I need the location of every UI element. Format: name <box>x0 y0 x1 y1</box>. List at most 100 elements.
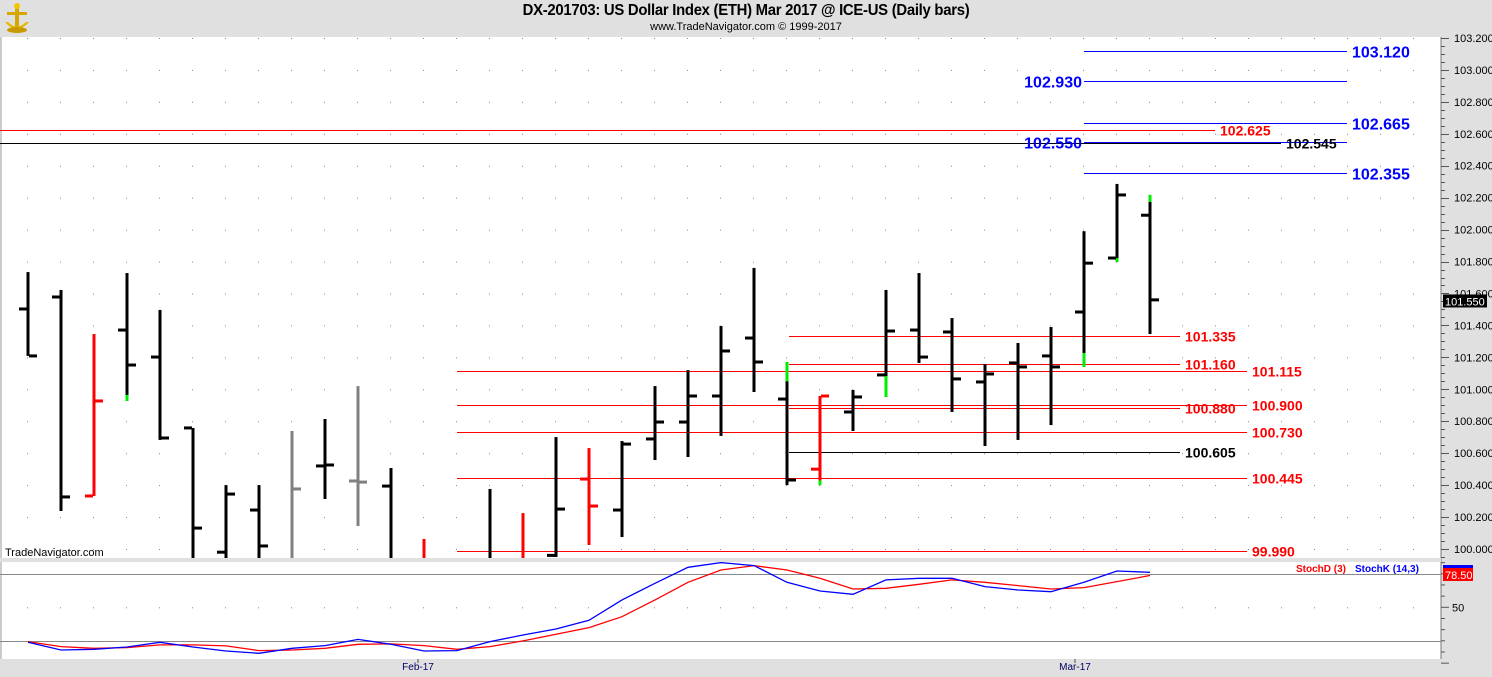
grid-dot <box>93 197 94 199</box>
grid-dot <box>1314 261 1315 263</box>
grid-dot <box>225 133 226 135</box>
grid-dot <box>1149 101 1150 103</box>
grid-dot <box>687 261 688 263</box>
grid-dot <box>1182 133 1183 135</box>
grid-dot <box>1248 165 1249 167</box>
grid-dot <box>192 389 193 391</box>
pane-separator[interactable] <box>0 558 1441 562</box>
grid-dot <box>1248 197 1249 199</box>
grid-dot <box>819 325 820 327</box>
bar-open-tick <box>382 484 390 488</box>
grid-dot <box>1380 37 1381 39</box>
grid-dot <box>786 197 787 199</box>
bar-close-tick <box>821 394 829 398</box>
grid-dot <box>1281 197 1282 199</box>
grid-dot <box>1314 101 1315 103</box>
bar-open-tick <box>1009 361 1017 365</box>
grid-dot <box>852 133 853 135</box>
grid-dot <box>1314 37 1315 39</box>
grid-dot <box>192 293 193 295</box>
grid-dot <box>423 453 424 455</box>
ohlc-bar <box>1141 194 1159 335</box>
grid-dot <box>1281 133 1282 135</box>
grid-dot <box>1281 517 1282 519</box>
grid-dot <box>456 37 457 39</box>
grid-dot <box>1314 485 1315 487</box>
grid-dot <box>192 357 193 359</box>
grid-dot <box>93 133 94 135</box>
grid-dot <box>1050 37 1051 39</box>
grid-dot <box>489 229 490 231</box>
grid-dot <box>324 607 325 609</box>
grid-dot <box>885 165 886 167</box>
ohlc-bar <box>1009 342 1027 440</box>
grid-dot <box>225 229 226 231</box>
grid-dot <box>324 357 325 359</box>
grid-dot <box>225 69 226 71</box>
grid-dot <box>522 133 523 135</box>
grid-dot <box>1248 485 1249 487</box>
grid-dot <box>225 101 226 103</box>
grid-dot <box>885 133 886 135</box>
grid-dot <box>60 37 61 39</box>
grid-dot <box>93 325 94 327</box>
grid-dot <box>984 261 985 263</box>
grid-dot <box>687 357 688 359</box>
grid-dot <box>1248 421 1249 423</box>
grid-dot <box>1314 517 1315 519</box>
grid-dot <box>819 549 820 550</box>
bar-close-tick <box>95 399 103 403</box>
grid-dot <box>588 293 589 295</box>
grid-dot <box>852 325 853 327</box>
grid-dot <box>918 133 919 135</box>
grid-dot <box>258 69 259 71</box>
grid-dot <box>456 261 457 263</box>
grid-dot <box>654 133 655 135</box>
grid-dot <box>1347 517 1348 519</box>
grid-dot <box>1248 69 1249 71</box>
grid-dot <box>687 293 688 295</box>
grid-dot <box>126 165 127 167</box>
level-label: 102.665 <box>1352 117 1410 134</box>
grid-dot <box>1017 37 1018 39</box>
bar-range <box>389 468 393 558</box>
grid-dot <box>1380 453 1381 455</box>
ohlc-bar <box>778 361 796 486</box>
price-pane[interactable] <box>0 37 1441 558</box>
grid-dot <box>27 37 28 39</box>
grid-dot <box>588 607 589 609</box>
grid-dot <box>357 101 358 103</box>
grid-dot <box>1083 165 1084 167</box>
grid-dot <box>852 293 853 295</box>
bar-close-tick <box>623 442 631 446</box>
grid-dot <box>27 165 28 167</box>
grid-dot <box>1182 37 1183 39</box>
grid-dot <box>1083 69 1084 71</box>
bar-open-tick <box>613 508 621 512</box>
grid-dot <box>1347 133 1348 135</box>
bar-close-tick <box>953 377 961 381</box>
grid-dot <box>324 325 325 327</box>
grid-dot <box>984 165 985 167</box>
ohlc-bar <box>745 267 763 393</box>
grid-dot <box>852 549 853 550</box>
price-levels <box>0 51 1347 552</box>
grid-dot <box>1347 261 1348 263</box>
grid-dot <box>489 101 490 103</box>
grid-dot <box>522 229 523 231</box>
grid-dot <box>1149 549 1150 550</box>
stochastic-pane[interactable] <box>0 562 1441 659</box>
grid-dot <box>1314 357 1315 359</box>
grid-dot <box>1347 101 1348 103</box>
grid-dot <box>27 69 28 71</box>
bar-close-tick <box>1118 193 1126 197</box>
grid-dot <box>1215 357 1216 359</box>
grid-dot <box>126 607 127 609</box>
grid-dot <box>291 101 292 103</box>
grid-dot <box>984 517 985 519</box>
grid-dot <box>258 165 259 167</box>
bar-close-tick <box>128 363 136 367</box>
grid-dot <box>390 37 391 39</box>
grid-dot <box>1248 101 1249 103</box>
